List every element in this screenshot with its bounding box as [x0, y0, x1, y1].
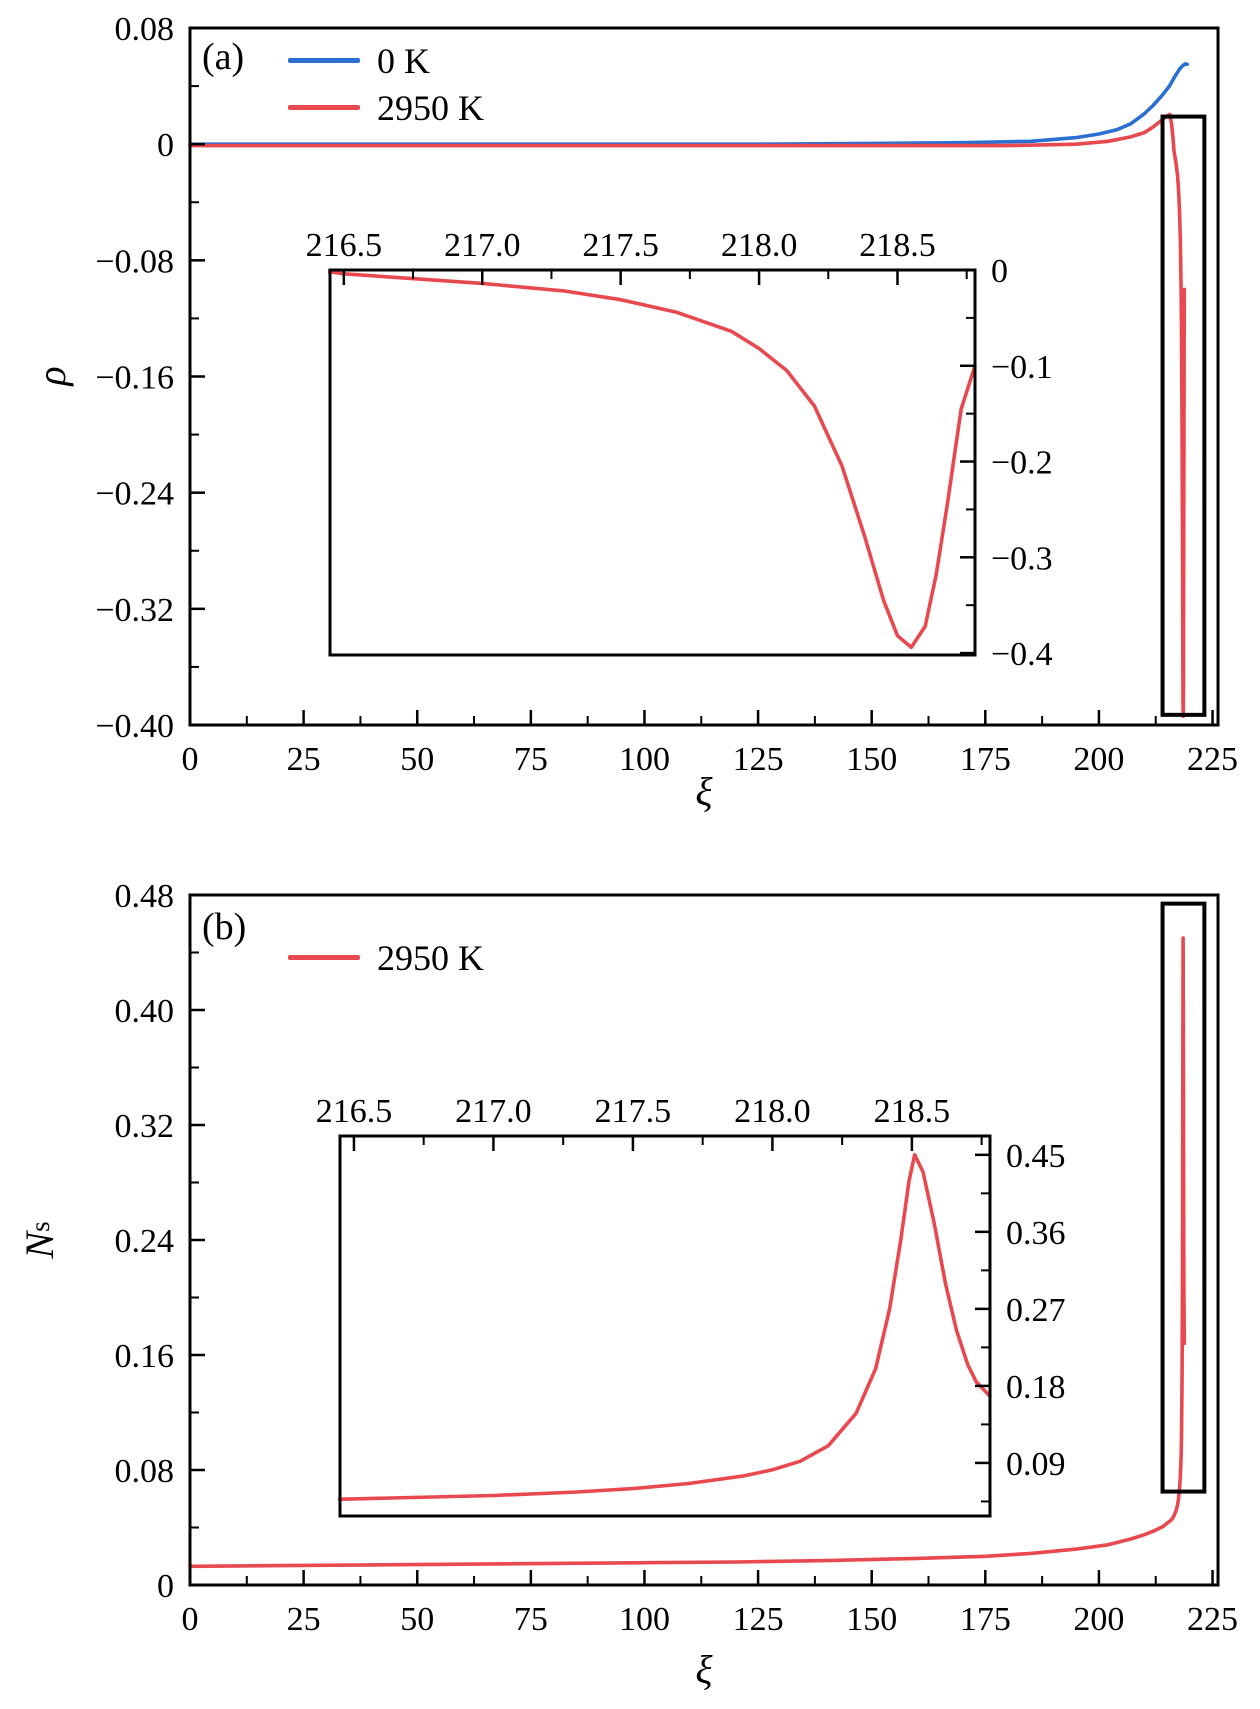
svg-text:216.5: 216.5 — [316, 1093, 393, 1130]
panel-b-label: (b) — [202, 906, 247, 948]
legend-label: 2950 K — [377, 937, 484, 978]
svg-text:0: 0 — [182, 741, 199, 778]
svg-text:−0.3: −0.3 — [991, 540, 1053, 577]
svg-text:150: 150 — [846, 741, 897, 778]
svg-text:−0.08: −0.08 — [95, 243, 174, 280]
svg-text:−0.24: −0.24 — [95, 476, 174, 513]
svg-text:225: 225 — [1187, 741, 1238, 778]
svg-text:0.18: 0.18 — [1006, 1369, 1066, 1406]
x-axis-title-a: ξ — [695, 769, 713, 814]
svg-text:−0.1: −0.1 — [991, 349, 1053, 386]
svg-text:0.36: 0.36 — [1006, 1215, 1066, 1252]
svg-text:−0.40: −0.40 — [95, 708, 174, 745]
svg-text:100: 100 — [619, 741, 670, 778]
svg-text:0: 0 — [157, 127, 174, 164]
svg-text:216.5: 216.5 — [306, 227, 383, 264]
svg-text:150: 150 — [846, 1601, 897, 1638]
y-axis-title-b-subscript: s — [24, 1221, 55, 1232]
svg-text:−0.32: −0.32 — [95, 592, 174, 629]
svg-text:125: 125 — [733, 741, 784, 778]
svg-text:75: 75 — [514, 741, 548, 778]
legend-swatch-2950K — [288, 105, 360, 110]
svg-text:125: 125 — [733, 1601, 784, 1638]
legend-item: 0 K — [288, 37, 484, 84]
svg-text:50: 50 — [400, 741, 434, 778]
svg-text:217.0: 217.0 — [444, 227, 521, 264]
svg-text:0.40: 0.40 — [115, 993, 175, 1030]
svg-text:217.5: 217.5 — [595, 1093, 672, 1130]
svg-text:0.16: 0.16 — [115, 1338, 175, 1375]
legend-swatch-0K — [288, 58, 360, 63]
svg-text:0.32: 0.32 — [115, 1108, 175, 1145]
svg-text:50: 50 — [400, 1601, 434, 1638]
legend-b: 2950 K — [288, 934, 484, 981]
svg-text:200: 200 — [1073, 741, 1124, 778]
svg-text:217.0: 217.0 — [455, 1093, 532, 1130]
legend-label: 2950 K — [377, 87, 484, 128]
svg-text:0.08: 0.08 — [115, 11, 175, 48]
svg-text:175: 175 — [960, 741, 1011, 778]
legend-swatch-2950K-b — [288, 955, 360, 960]
svg-text:−0.2: −0.2 — [991, 445, 1053, 482]
svg-text:218.0: 218.0 — [721, 227, 798, 264]
svg-text:200: 200 — [1073, 1601, 1124, 1638]
svg-text:225: 225 — [1187, 1601, 1238, 1638]
svg-text:0.48: 0.48 — [115, 878, 175, 915]
y-axis-title-b-main: N — [17, 1231, 62, 1259]
svg-text:0.45: 0.45 — [1006, 1138, 1066, 1175]
svg-text:218.5: 218.5 — [859, 227, 936, 264]
x-axis-title-b: ξ — [695, 1647, 713, 1692]
svg-text:0: 0 — [991, 253, 1008, 290]
svg-text:75: 75 — [514, 1601, 548, 1638]
legend-a: 0 K 2950 K — [288, 37, 484, 131]
legend-item: 2950 K — [288, 934, 484, 981]
svg-text:175: 175 — [960, 1601, 1011, 1638]
svg-text:0.08: 0.08 — [115, 1453, 175, 1490]
svg-text:25: 25 — [287, 741, 321, 778]
svg-text:25: 25 — [287, 1601, 321, 1638]
svg-text:0: 0 — [157, 1568, 174, 1605]
panel-a-label: (a) — [202, 36, 245, 78]
svg-text:0: 0 — [182, 1601, 199, 1638]
svg-text:217.5: 217.5 — [582, 227, 659, 264]
svg-text:0.09: 0.09 — [1006, 1446, 1066, 1483]
svg-text:218.5: 218.5 — [874, 1093, 951, 1130]
svg-text:100: 100 — [619, 1601, 670, 1638]
svg-text:218.0: 218.0 — [734, 1093, 811, 1130]
svg-text:0.24: 0.24 — [115, 1223, 175, 1260]
y-axis-title-a: ρ — [29, 366, 74, 386]
svg-text:−0.4: −0.4 — [991, 636, 1053, 673]
svg-text:0.27: 0.27 — [1006, 1292, 1066, 1329]
legend-label: 0 K — [377, 40, 430, 81]
legend-item: 2950 K — [288, 84, 484, 131]
svg-text:−0.16: −0.16 — [95, 360, 174, 397]
